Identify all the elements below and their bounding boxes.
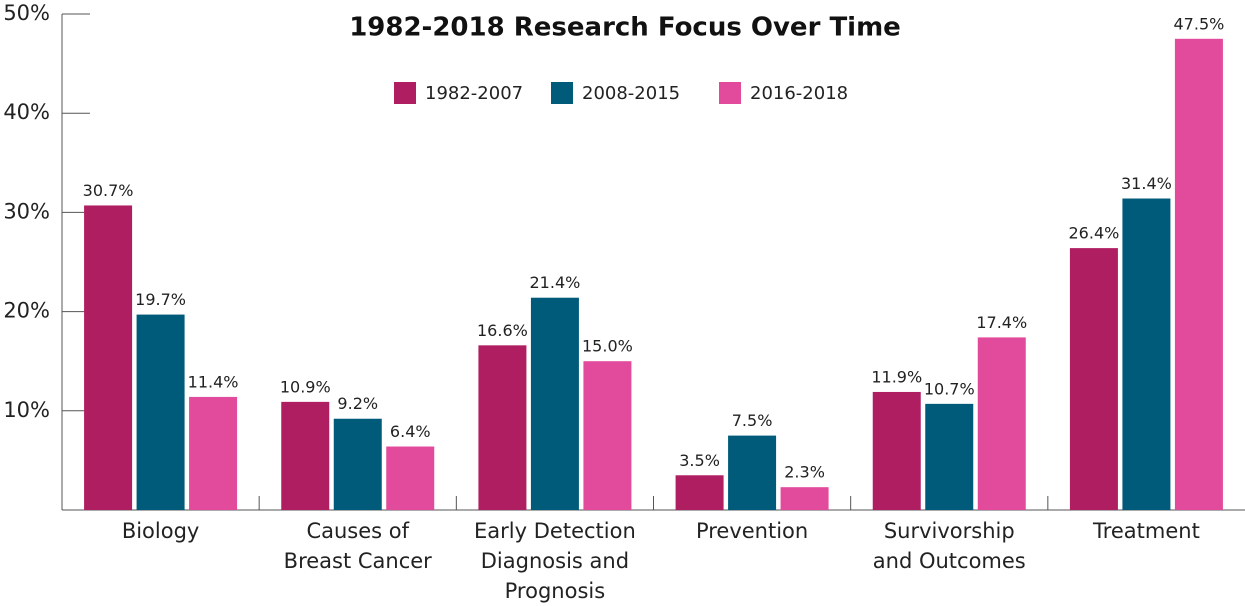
bar [583, 361, 632, 510]
bar [1122, 198, 1171, 510]
data-label: 15.0% [582, 337, 633, 356]
data-label: 7.5% [732, 411, 773, 430]
bar [189, 396, 238, 510]
y-tick-label: 10% [3, 398, 50, 422]
bar [1069, 248, 1118, 510]
bar [1174, 38, 1223, 511]
x-tick-label: Causes of Breast Cancer [283, 519, 432, 573]
data-label: 19.7% [135, 290, 186, 309]
legend-swatch [719, 82, 741, 104]
bar [780, 487, 829, 510]
data-label: 17.4% [976, 313, 1027, 332]
legend-label: 2008-2015 [582, 83, 680, 104]
bar [675, 475, 724, 510]
y-tick-label: 40% [3, 100, 50, 124]
bar [728, 435, 777, 510]
bar [333, 418, 382, 510]
bar [977, 337, 1026, 510]
bar [386, 446, 435, 510]
bar [478, 345, 527, 510]
y-tick-label: 50% [3, 1, 50, 25]
data-label: 26.4% [1069, 224, 1120, 243]
data-label: 11.9% [871, 367, 922, 386]
x-tick-label: Biology [121, 519, 200, 543]
data-label: 2.3% [784, 463, 825, 482]
data-label: 21.4% [530, 273, 581, 292]
data-label: 10.7% [924, 379, 975, 398]
bar [925, 403, 974, 510]
bar [530, 297, 579, 510]
bar [281, 401, 330, 510]
legend-swatch [394, 82, 416, 104]
data-label: 16.6% [477, 321, 528, 340]
data-label: 10.9% [280, 377, 331, 396]
data-label: 31.4% [1121, 174, 1172, 193]
x-tick-label: Early Detection Diagnosis and Prognosis [474, 519, 636, 603]
data-label: 30.7% [83, 181, 134, 200]
data-label: 6.4% [390, 422, 431, 441]
x-tick-label: Survivorship and Outcomes [872, 519, 1026, 573]
y-tick-label: 20% [3, 299, 50, 323]
legend-label: 1982-2007 [425, 83, 523, 104]
data-label: 47.5% [1174, 14, 1225, 33]
x-tick-label: Prevention [695, 519, 809, 543]
x-tick-label: Treatment [1092, 519, 1200, 543]
data-label: 9.2% [337, 394, 378, 413]
data-label: 3.5% [679, 451, 720, 470]
legend-swatch [551, 82, 573, 104]
bar [84, 205, 133, 510]
chart-title: 1982-2018 Research Focus Over Time [349, 13, 901, 43]
bar [872, 391, 921, 510]
data-label: 11.4% [188, 372, 239, 391]
y-tick-label: 30% [3, 199, 50, 223]
bar [136, 314, 185, 510]
legend-label: 2016-2018 [750, 83, 848, 104]
